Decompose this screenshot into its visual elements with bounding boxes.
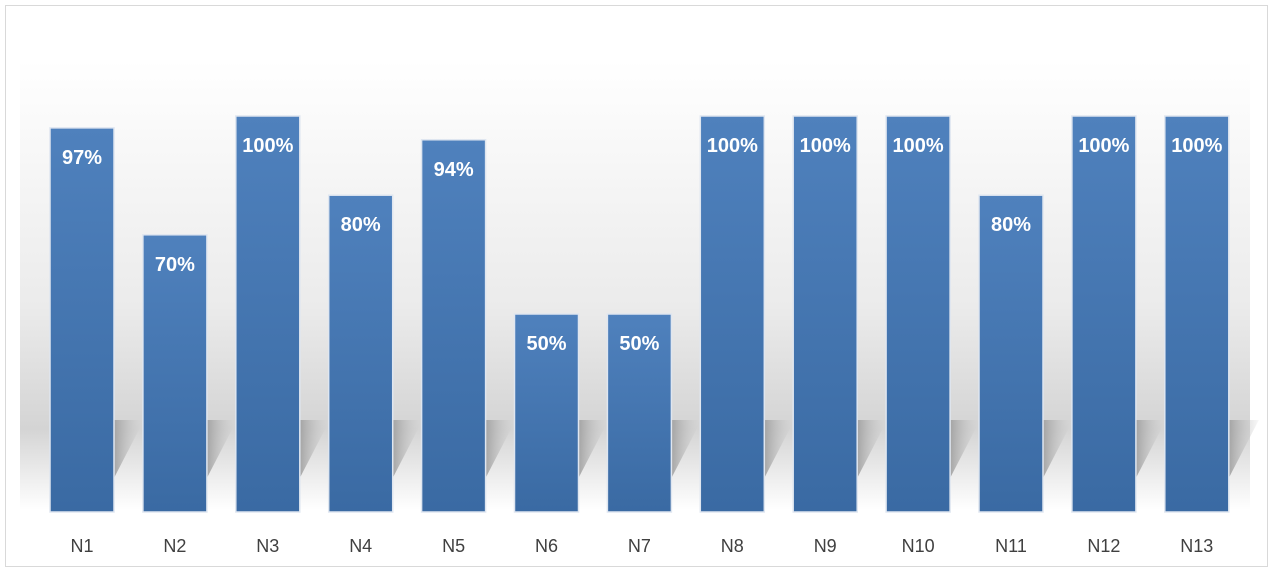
data-label-n2: 70% bbox=[155, 254, 195, 276]
bar-n7 bbox=[606, 313, 673, 513]
data-label-n3: 100% bbox=[242, 135, 293, 157]
x-tick-label-n12: N12 bbox=[1087, 536, 1120, 556]
bar-shadow bbox=[857, 420, 888, 478]
data-label-n8: 100% bbox=[707, 135, 758, 157]
bar-shadow bbox=[764, 420, 795, 478]
bars bbox=[49, 115, 1230, 513]
x-tick-label-n9: N9 bbox=[814, 536, 837, 556]
bar-shadow bbox=[950, 420, 981, 478]
bar-shadow bbox=[485, 420, 516, 478]
data-label-n9: 100% bbox=[800, 135, 851, 157]
x-tick-label-n10: N10 bbox=[902, 536, 935, 556]
x-tick-label-n13: N13 bbox=[1180, 536, 1213, 556]
x-tick-label-n4: N4 bbox=[349, 536, 372, 556]
bar-n6 bbox=[513, 313, 580, 513]
x-tick-label-n2: N2 bbox=[163, 536, 186, 556]
x-tick-label-n6: N6 bbox=[535, 536, 558, 556]
x-tick-label-n3: N3 bbox=[256, 536, 279, 556]
x-axis-tick-labels: N1 N2 N3 N4 N5 N6 N7 N8 N9 N10 N11 N12 N13 bbox=[70, 536, 1213, 556]
x-tick-label-n11: N11 bbox=[995, 536, 1027, 556]
bar-n3 bbox=[235, 115, 301, 513]
x-tick-label-n7: N7 bbox=[628, 536, 651, 556]
bar-n4 bbox=[327, 194, 394, 513]
bar-n9 bbox=[792, 115, 858, 513]
data-label-n1: 97% bbox=[62, 147, 102, 169]
bar-shadow bbox=[206, 420, 237, 478]
data-label-n10: 100% bbox=[893, 135, 944, 157]
x-tick-label-n1: N1 bbox=[70, 536, 93, 556]
data-label-n12: 100% bbox=[1078, 135, 1129, 157]
bar-n8 bbox=[699, 115, 766, 513]
data-label-n5: 94% bbox=[434, 159, 474, 181]
bar-shadow bbox=[1135, 420, 1166, 478]
bar-shadow bbox=[1043, 420, 1073, 478]
data-label-n7: 50% bbox=[619, 333, 659, 355]
bar-shadow bbox=[392, 420, 423, 478]
bar-n13 bbox=[1164, 115, 1230, 513]
bar-shadows bbox=[114, 420, 1259, 478]
bar-shadow bbox=[114, 420, 144, 478]
bar-n5 bbox=[420, 139, 487, 513]
bar-n2 bbox=[142, 234, 208, 513]
bar-n11 bbox=[978, 194, 1044, 513]
x-tick-label-n8: N8 bbox=[721, 536, 744, 556]
bar-shadow bbox=[299, 420, 330, 478]
bar-n12 bbox=[1071, 115, 1137, 513]
bar-n1 bbox=[49, 127, 115, 513]
bar-n10 bbox=[885, 115, 951, 513]
data-labels: 97% 70% 100% 80% 94% 50% 50% 100% 100% 100% 80% 100… bbox=[62, 135, 1223, 355]
data-label-n11: 80% bbox=[991, 214, 1031, 236]
data-label-n4: 80% bbox=[341, 214, 381, 236]
bar-shadow bbox=[1228, 420, 1259, 478]
bar-shadow bbox=[671, 420, 702, 478]
bar-shadow bbox=[578, 420, 609, 478]
data-label-n13: 100% bbox=[1171, 135, 1222, 157]
x-tick-label-n5: N5 bbox=[442, 536, 465, 556]
data-label-n6: 50% bbox=[526, 333, 566, 355]
